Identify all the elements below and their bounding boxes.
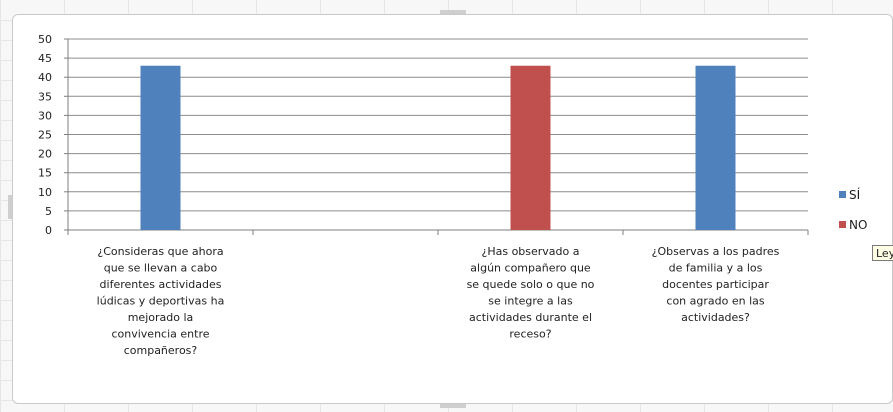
x-category-label-line: se quede solo o que no xyxy=(467,278,595,291)
y-tick-label: 40 xyxy=(38,71,52,84)
bar-si[interactable] xyxy=(695,65,736,230)
x-category-label-line: de familia y a los xyxy=(669,262,763,275)
legend-label-si: SÍ xyxy=(849,187,861,202)
legend-swatch-no xyxy=(839,221,846,228)
bar-si[interactable] xyxy=(140,65,181,230)
x-category-label-line: algún compañero que xyxy=(470,262,591,275)
chart-resize-handle-top[interactable] xyxy=(440,10,466,14)
x-category-label-line: receso? xyxy=(509,328,551,341)
chart-resize-handle-left[interactable] xyxy=(8,195,12,219)
x-category-label-line: ¿Has observado a xyxy=(481,245,579,258)
x-category-label-line: diferentes actividades xyxy=(100,278,222,291)
legend-tooltip: Leyenda xyxy=(872,245,893,261)
chart-object[interactable]: 0 5 10 15 20 25 30 35 40 45 50 ¿Consideras que ahor… xyxy=(12,14,893,404)
sheet-col-line xyxy=(0,0,1,412)
x-category-label-line: ¿Consideras que ahora xyxy=(97,245,223,258)
x-category-label-line: actividades? xyxy=(681,311,750,324)
x-category-label-line: lúdicas y deportivas ha xyxy=(97,295,225,308)
x-category-label-line: con agrado en las xyxy=(666,295,764,308)
bar-no[interactable] xyxy=(510,65,551,230)
x-category-label-line: mejorado la xyxy=(128,311,194,324)
x-category-label-line: ¿Observas a los padres xyxy=(652,245,780,258)
y-tick-label: 50 xyxy=(38,33,52,46)
y-tick-label: 15 xyxy=(38,167,52,180)
x-category-label-line: compañeros? xyxy=(124,344,198,357)
y-tick-label: 20 xyxy=(38,148,52,161)
x-category-label: ¿Observas a los padres de familia y a los… xyxy=(652,245,780,324)
x-category-label-line: convivencia entre xyxy=(111,328,209,341)
y-tick-label: 5 xyxy=(45,205,52,218)
chart-resize-handle-bottom[interactable] xyxy=(440,404,466,408)
legend-label-no: NO xyxy=(849,218,867,232)
x-category-label-line: docentes participar xyxy=(662,278,769,291)
y-tick-label: 0 xyxy=(45,224,52,237)
y-tick-label: 10 xyxy=(38,186,52,199)
y-tick-label: 35 xyxy=(38,90,52,103)
x-category-label: ¿Consideras que ahora que se llevan a cab… xyxy=(97,245,225,357)
x-category-label-line: que se llevan a cabo xyxy=(104,262,218,275)
y-tick-label: 30 xyxy=(38,109,52,122)
x-category-label-line: se integre a las xyxy=(488,295,573,308)
bar-chart: 0 5 10 15 20 25 30 35 40 45 50 ¿Consideras que ahor… xyxy=(38,33,867,357)
x-category-label: ¿Has observado a algún compañero que se qu… xyxy=(467,245,595,341)
x-category-label-line: actividades durante el xyxy=(469,311,592,324)
legend-swatch-si xyxy=(839,191,846,198)
y-tick-label: 45 xyxy=(38,52,52,65)
y-tick-label: 25 xyxy=(38,129,52,142)
